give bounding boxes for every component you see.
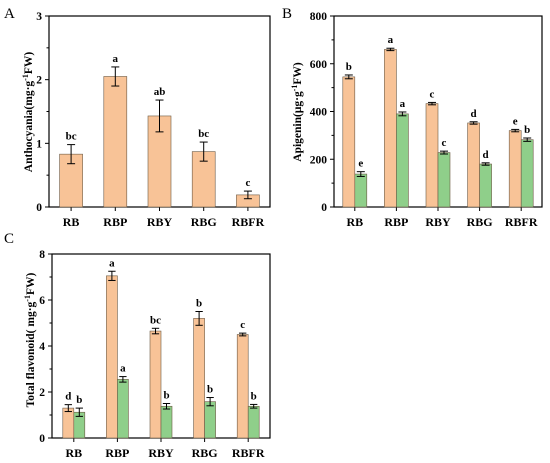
panel-b-letter: B [282, 6, 292, 22]
panel-b-significance-letter: d [471, 108, 477, 120]
panel-a-y-axis-label-main: Anthocyania(mg·g [23, 81, 35, 173]
panel-b-y-tick-label: 600 [310, 59, 328, 71]
panel-b-bar [479, 163, 492, 208]
panel-b-y-tick-label: 200 [310, 154, 328, 166]
panel-b-significance-letter: a [388, 34, 394, 46]
panel-c-category-label: RBFR [232, 446, 265, 460]
panel-a-plot-area: 0 1 2 3 RB bc RBP a RBY ab RBG bc RBFR c [36, 11, 271, 229]
panel-b-y-axis-label: Apigenin(μg·g-1FW) [290, 62, 304, 162]
panel-a-y-axis-label-sup: -1 [21, 74, 30, 81]
panel-b-chart: B Apigenin(μg·g-1FW) 0200400600800RBbeRB… [282, 6, 543, 229]
panel-a-category-label: RBY [147, 215, 173, 229]
panel-a-bar [103, 76, 128, 208]
panel-b-bar [467, 122, 480, 208]
panel-c-y-tick-label: 4 [39, 341, 45, 353]
panel-b-category-label: RBP [384, 215, 408, 229]
panel-b-bar [437, 152, 451, 208]
panel-c-y-tick-label: 6 [39, 295, 45, 307]
panel-c-y-axis-label-tail: FW) [25, 272, 37, 295]
panel-c-category-label: RBG [192, 446, 218, 460]
panel-a-y-tick-label: 2 [36, 75, 42, 87]
panel-b-significance-letter: c [430, 88, 435, 100]
panel-b-category-label: RBG [467, 215, 493, 229]
panel-b-category-label: RBFR [505, 215, 538, 229]
panel-b-significance-letter: d [483, 149, 489, 161]
panel-c-significance-letter: c [240, 319, 245, 331]
panel-c-bar [117, 379, 129, 439]
panel-c-y-tick-label: 0 [39, 433, 45, 445]
panel-c-bar [160, 405, 173, 439]
panel-c-significance-letter: b [196, 298, 202, 310]
panel-c-letter: C [4, 231, 14, 247]
panel-b-y-tick-label: 800 [310, 11, 328, 23]
panel-c-significance-letter: a [109, 257, 115, 269]
panel-b-y-axis-label-tail: FW) [292, 62, 304, 85]
panel-b-category-label: RBY [425, 215, 451, 229]
panel-c-bar [62, 407, 75, 439]
panel-a-letter: A [4, 6, 15, 22]
panel-b-y-tick-label: 0 [321, 202, 327, 214]
panel-a-y-axis-label: Anthocyania(mg·g-1FW) [21, 52, 35, 173]
panel-b-bar [508, 130, 522, 208]
panel-c-significance-letter: b [207, 384, 213, 396]
panel-b-bar [354, 173, 368, 208]
panel-a-category-label: RBP [103, 215, 127, 229]
panel-b-y-axis-label-main: Apigenin(μg·g [292, 91, 304, 162]
panel-c-significance-letter: bc [150, 314, 161, 326]
panel-a-significance-letter: bc [66, 131, 77, 143]
panel-a-category-label: RBFR [232, 215, 265, 229]
panel-a-significance-letter: c [245, 177, 250, 189]
panel-c-category-label: RBY [148, 446, 174, 460]
panel-b-significance-letter: e [513, 115, 518, 127]
panel-a-y-tick-label: 1 [36, 138, 42, 150]
panel-b-significance-letter: a [400, 98, 406, 110]
panel-a-category-label: RB [63, 215, 80, 229]
panel-a-significance-letter: ab [154, 86, 166, 98]
panel-b-bar [520, 139, 534, 208]
panel-b-significance-letter: b [346, 61, 352, 73]
panel-b-y-tick-label: 400 [310, 107, 328, 119]
panel-c-bar [193, 318, 205, 439]
panel-c-bar [247, 405, 260, 439]
panel-c-significance-letter: d [65, 391, 71, 403]
panel-b-significance-letter: c [442, 137, 447, 149]
panel-b-y-axis-label-sup: -1 [290, 85, 299, 92]
panel-a-y-axis-label-tail: FW) [23, 52, 35, 75]
panel-c-significance-letter: b [163, 390, 169, 402]
panel-a-significance-letter: a [113, 53, 119, 65]
panel-c-y-axis-label: Total flavonoid( mg·g-1FW) [23, 272, 37, 407]
panel-b-significance-letter: e [358, 158, 363, 170]
panel-b-bar [425, 103, 439, 208]
panel-c-bar [236, 334, 249, 439]
panel-c-significance-letter: b [251, 390, 257, 402]
panel-b-significance-letter: b [524, 124, 530, 136]
panel-b-bar [342, 76, 356, 208]
panel-b-bar [384, 49, 397, 208]
panel-a-y-tick-label: 3 [36, 11, 42, 23]
panel-a-category-label: RBG [191, 215, 217, 229]
panel-c-bar [106, 275, 118, 439]
panel-a-y-tick-label: 0 [36, 202, 42, 214]
panel-c-y-axis-label-main: Total flavonoid( mg·g [25, 301, 37, 407]
panel-c-y-tick-label: 8 [39, 249, 45, 261]
panel-c-category-label: RB [65, 446, 82, 460]
panel-c-category-label: RBP [105, 446, 129, 460]
panel-c-significance-letter: a [120, 363, 126, 375]
panel-c-y-axis-label-sup: -1 [23, 295, 32, 302]
panel-c-y-tick-label: 2 [39, 387, 45, 399]
panel-a-chart: A Anthocyania(mg·g-1FW) 0 1 2 3 RB bc RBP a RBY a… [4, 6, 271, 229]
panel-b-category-label: RB [346, 215, 363, 229]
panel-a-significance-letter: bc [198, 128, 209, 140]
panel-c-significance-letter: b [76, 394, 82, 406]
panel-c-bar [204, 401, 216, 439]
panel-b-bar [396, 113, 409, 208]
panel-c-bar [149, 330, 162, 439]
